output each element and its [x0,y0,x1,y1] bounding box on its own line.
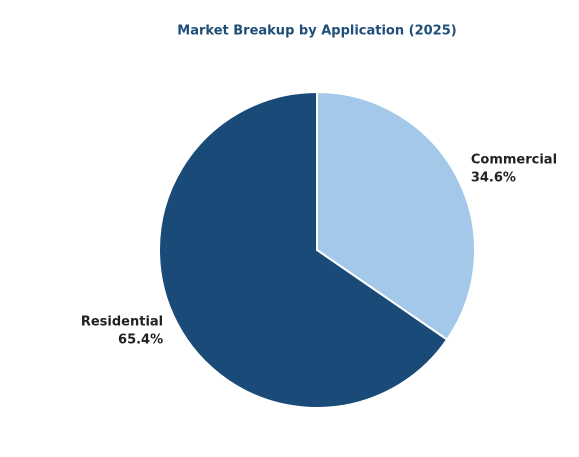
slice-value-label: 65.4% [118,332,163,347]
slice-label: Commercial [471,153,557,168]
pie-slice [158,90,449,409]
slice-label: Residential [81,314,163,329]
chart-title: Market Breakup by Application (2025) [177,24,456,39]
pie-slice [316,90,476,342]
slice-value-label: 34.6% [471,171,516,186]
